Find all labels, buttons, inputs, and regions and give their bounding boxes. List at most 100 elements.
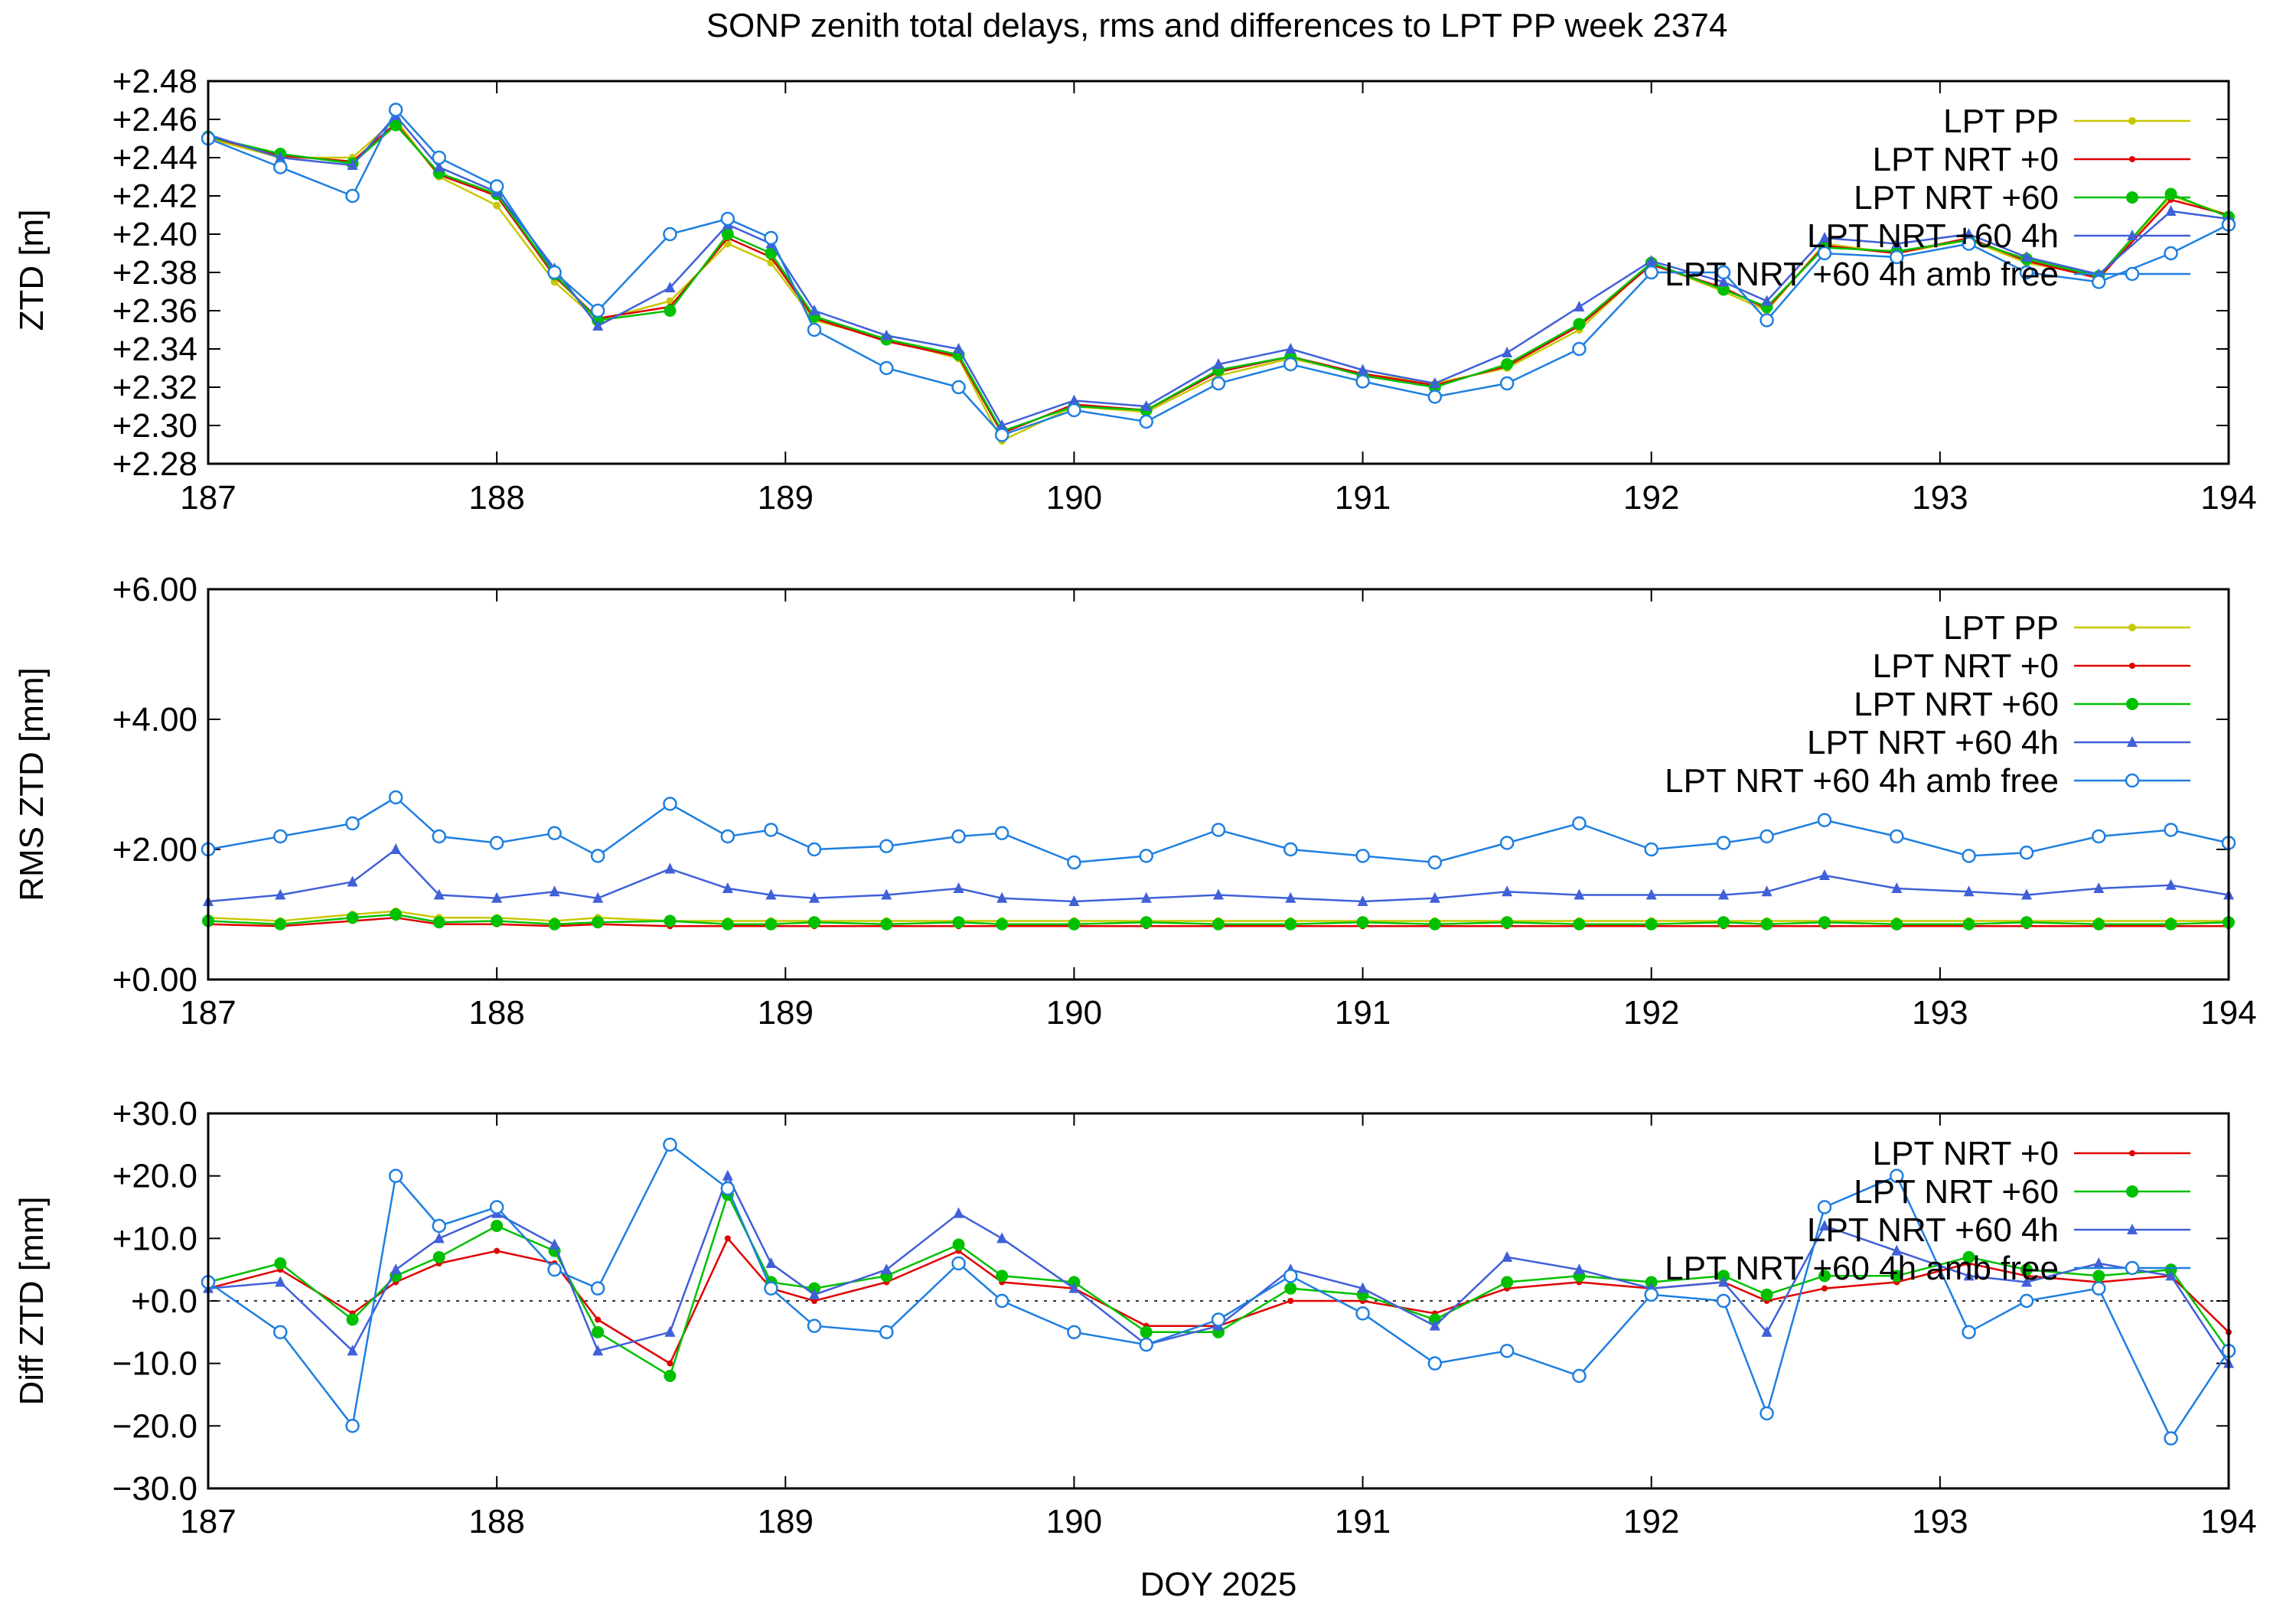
data-point [1429,892,1440,903]
data-point [1140,916,1153,929]
y-tick-label: +2.48 [113,63,197,100]
data-point [2019,265,2034,280]
data-point [1818,916,1831,929]
data-point [664,282,676,292]
data-point [2021,888,2032,900]
data-point [1572,816,1587,831]
data-point [1499,1344,1515,1358]
data-point [489,836,504,850]
data-point [663,1137,677,1152]
legend-swatch-marker [2125,1260,2140,1276]
legend-label: LPT PP [1943,103,2059,140]
plot-frame-diff [207,1112,2230,1490]
x-tick-label: 191 [1335,994,1391,1032]
legend-label: LPT NRT +60 4h [1807,1211,2059,1249]
data-point [663,227,677,242]
x-tick-label: 193 [1912,994,1968,1032]
data-point [879,839,894,853]
data-point [388,790,403,805]
data-point [1890,918,1903,931]
x-tick-label: 189 [758,479,814,517]
data-point [1890,1270,1903,1283]
data-point [953,343,964,354]
data-point [1962,1325,1976,1340]
legend-label: LPT NRT +60 4h amb free [1665,762,2059,800]
data-point [1891,237,1903,249]
data-point [347,875,358,887]
data-point [2021,251,2032,262]
y-tick-label: +4.00 [113,701,197,738]
data-point [953,882,964,893]
legend-swatch-marker [2125,266,2140,282]
data-point [2092,829,2106,844]
data-point [1428,918,1441,931]
data-point [881,329,892,341]
data-point [951,1256,966,1271]
data-point [2092,1281,2106,1296]
data-point [1645,918,1658,931]
data-point [595,1316,602,1323]
y-tick-label: −30.0 [113,1470,197,1508]
data-point [996,1270,1009,1283]
data-point [346,911,359,924]
series-amb_free [201,103,2236,442]
data-point [433,161,445,172]
panel-diff: Diff ZTD [mm] −30.0 −20.0 −10.0 +0.0 +10.0 +2… [13,1095,2257,1540]
legend-swatch-marker [2126,698,2138,710]
plot-frame-ztd [207,80,2230,465]
data-point [664,1370,677,1382]
data-point [994,826,1009,840]
data-point [1211,376,1226,391]
data-point [432,150,446,165]
data-point [345,816,360,831]
data-point [1645,255,1657,266]
series-nrt60 [202,908,2235,931]
data-point [880,918,893,931]
x-tick-label: 194 [2200,1503,2256,1540]
x-tick-label: 189 [758,1503,814,1540]
legend-swatch-marker [2127,736,2138,747]
data-point [592,916,605,929]
x-tick-label: 191 [1335,1503,1391,1540]
data-point [1572,341,1587,357]
data-point [664,914,677,927]
data-point [808,916,820,929]
data-point [1284,918,1297,931]
data-point [664,862,676,874]
data-point [1287,1298,1294,1304]
data-point [1821,1285,1828,1292]
series-nrt60_4h [203,843,2234,906]
data-point [1139,1337,1153,1352]
data-point [1357,895,1368,906]
x-tick-label: 188 [468,1503,524,1540]
data-point [346,1313,359,1326]
data-point [1357,363,1368,375]
data-point [1499,376,1515,391]
y-tick-label: −20.0 [113,1407,197,1445]
data-point [724,1235,731,1242]
data-point [1068,394,1080,406]
data-point [1427,855,1443,870]
data-point [1716,265,1731,280]
ylabel-ztd: ZTD [m] [13,210,51,331]
data-point [996,1232,1008,1244]
x-tick-label: 192 [1623,1503,1679,1540]
data-point [1574,888,1585,900]
data-point [1068,895,1080,906]
data-point [996,419,1008,430]
data-point [1068,1282,1080,1293]
y-tick-label: +10.0 [113,1220,197,1257]
data-point [1285,892,1296,903]
data-point [1356,916,1369,929]
data-point [1067,1325,1081,1340]
data-point [1211,1312,1226,1327]
legend-swatch-marker [2127,1224,2138,1234]
axis-ticks-diff: −30.0 −20.0 −10.0 +0.0 +10.0 +20.0 +30.0 187 188… [113,1095,2257,1540]
data-point [723,240,732,248]
data-point [879,360,894,376]
data-point [2093,882,2105,893]
data-point [275,1276,286,1287]
y-tick-label: +2.40 [113,216,197,253]
data-point [590,1281,605,1296]
x-tick-label: 194 [2200,479,2256,517]
